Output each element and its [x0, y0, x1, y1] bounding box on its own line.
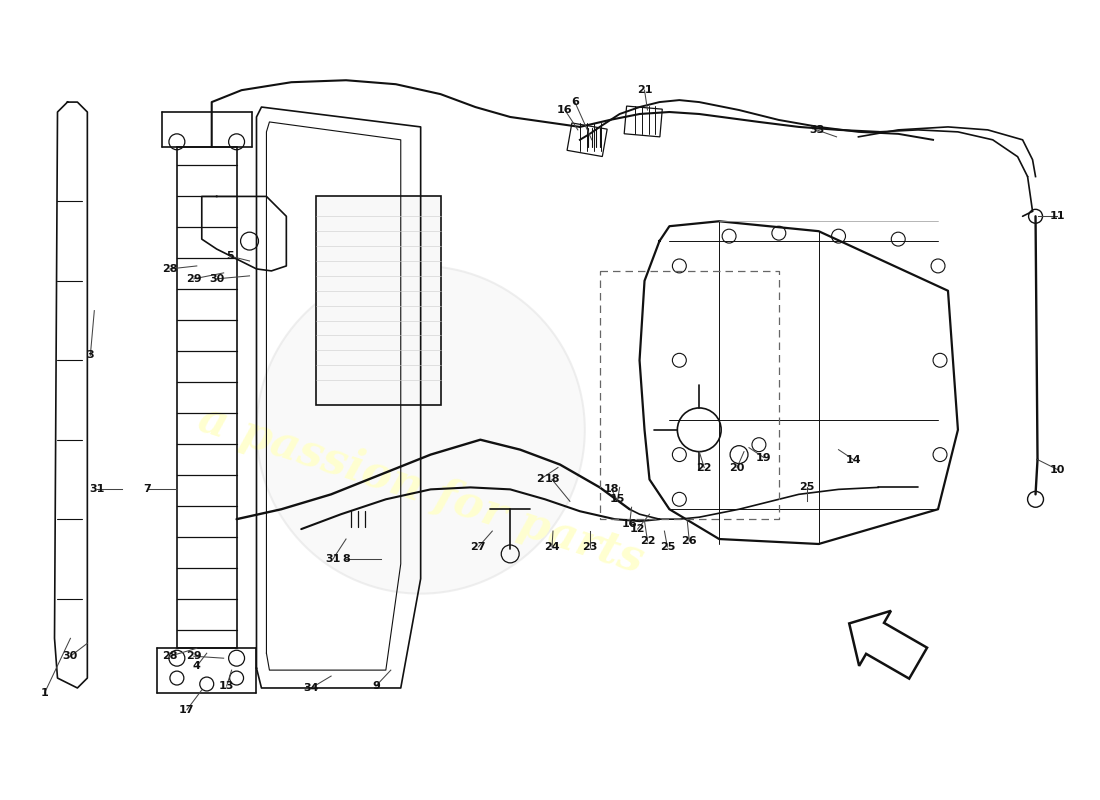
Text: 17: 17 — [179, 705, 195, 715]
Circle shape — [256, 266, 585, 594]
Text: 33: 33 — [808, 125, 824, 135]
Text: 8: 8 — [342, 554, 350, 564]
Text: 25: 25 — [799, 482, 814, 492]
Text: 18: 18 — [604, 484, 619, 494]
Text: 22: 22 — [696, 462, 712, 473]
Text: 11: 11 — [1049, 211, 1065, 222]
Text: 14: 14 — [846, 454, 861, 465]
Text: 10: 10 — [1049, 465, 1065, 474]
Text: 13: 13 — [219, 681, 234, 691]
Text: 4: 4 — [192, 661, 200, 671]
Text: 23: 23 — [582, 542, 597, 552]
Text: 22: 22 — [640, 536, 656, 546]
Text: 19: 19 — [756, 453, 772, 462]
Text: 28: 28 — [162, 651, 178, 662]
Text: 28: 28 — [162, 264, 178, 274]
Text: 34: 34 — [304, 683, 319, 693]
Text: 2: 2 — [536, 474, 543, 485]
Text: 5: 5 — [226, 251, 233, 261]
Text: 29: 29 — [186, 274, 201, 284]
Text: 18: 18 — [544, 474, 560, 485]
Text: a passion for parts: a passion for parts — [192, 397, 649, 582]
Bar — [316, 197, 441, 405]
Text: 7: 7 — [143, 484, 151, 494]
Text: 25: 25 — [660, 542, 675, 552]
Text: 21: 21 — [637, 85, 652, 95]
Text: 31: 31 — [89, 484, 104, 494]
Bar — [568, 123, 607, 157]
Text: 16: 16 — [621, 519, 637, 529]
Bar — [177, 146, 236, 648]
Text: 29: 29 — [186, 651, 201, 662]
Text: 31: 31 — [326, 554, 341, 564]
Text: 26: 26 — [682, 536, 697, 546]
Text: 30: 30 — [209, 274, 224, 284]
Text: 30: 30 — [63, 651, 78, 662]
Text: 16: 16 — [557, 105, 573, 115]
Text: 3: 3 — [87, 350, 95, 360]
Text: 1: 1 — [41, 688, 48, 698]
Text: 9: 9 — [372, 681, 379, 691]
Text: 12: 12 — [630, 524, 646, 534]
Text: 15: 15 — [610, 494, 625, 504]
Text: 24: 24 — [544, 542, 560, 552]
Text: 27: 27 — [471, 542, 486, 552]
Bar — [624, 106, 662, 137]
Text: 20: 20 — [729, 462, 745, 473]
Text: 6: 6 — [571, 97, 579, 107]
